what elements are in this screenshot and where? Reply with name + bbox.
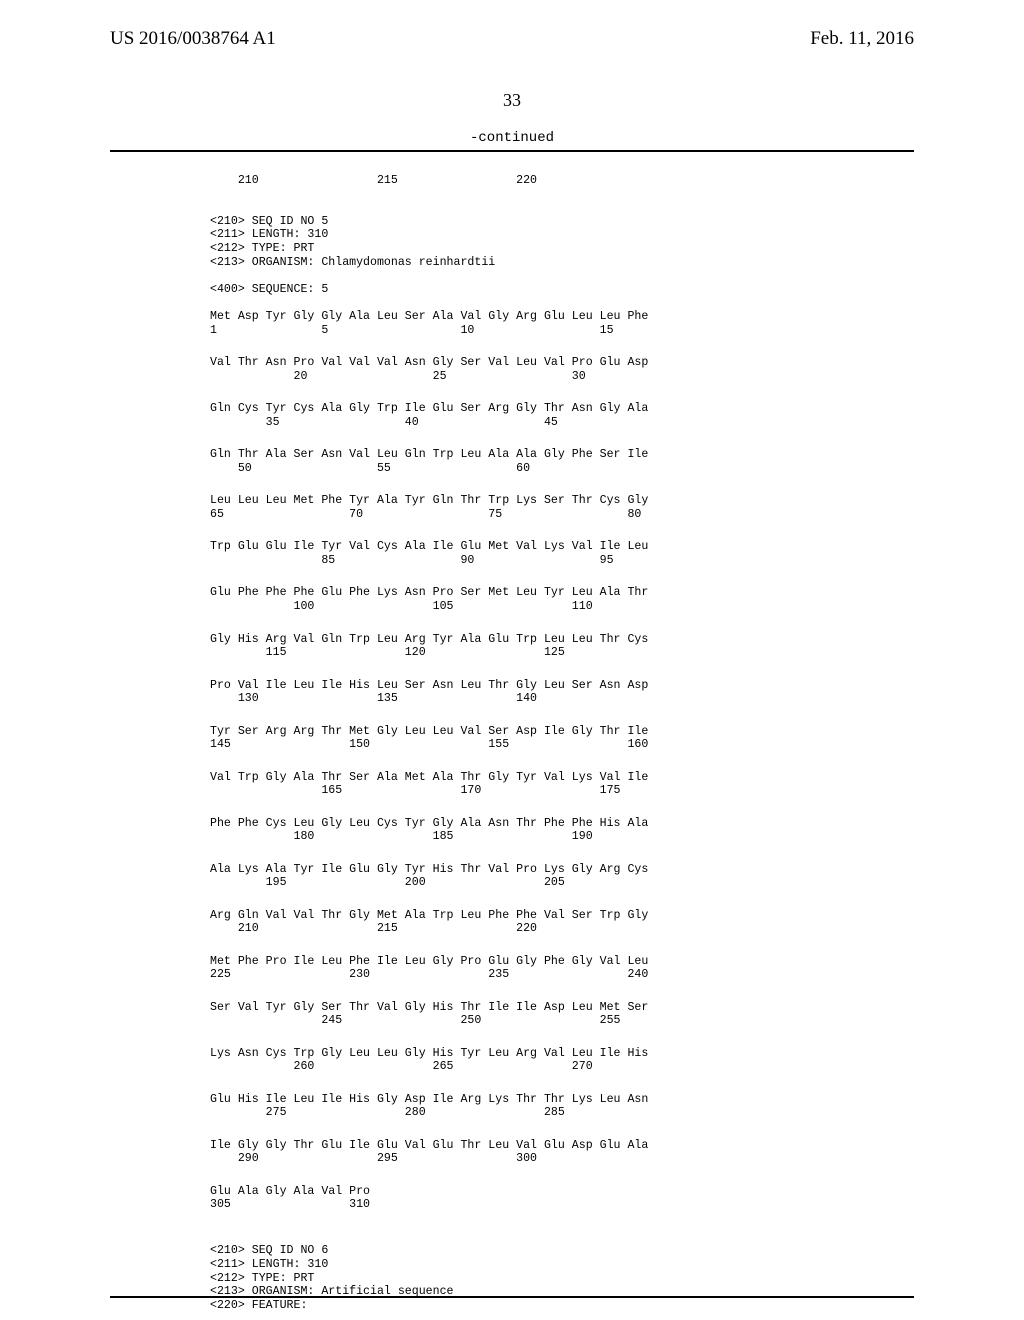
residues: Val Trp Gly Ala Thr Ser Ala Met Ala Thr … (210, 771, 648, 784)
horizontal-rule-top (110, 150, 914, 152)
residues: Leu Leu Leu Met Phe Tyr Ala Tyr Gln Thr … (210, 494, 648, 507)
seq-block: Val Thr Asn Pro Val Val Val Asn Gly Ser … (210, 356, 648, 383)
positions: 195 200 205 (210, 876, 565, 889)
positions: 260 265 270 (210, 1060, 593, 1073)
residues: Ser Val Tyr Gly Ser Thr Val Gly His Thr … (210, 1001, 648, 1014)
residues: Tyr Ser Arg Arg Thr Met Gly Leu Leu Val … (210, 725, 648, 738)
seq-block: Phe Phe Cys Leu Gly Leu Cys Tyr Gly Ala … (210, 817, 648, 844)
seq6-hdr-1: <211> LENGTH: 310 (210, 1258, 328, 1271)
positions: 305 310 (210, 1198, 370, 1211)
positions: 35 40 45 (210, 416, 558, 429)
seq-block: Glu Ala Gly Ala Val Pro 305 310 (210, 1185, 648, 1212)
residues: Val Thr Asn Pro Val Val Val Asn Gly Ser … (210, 356, 648, 369)
seq-block: Lys Asn Cys Trp Gly Leu Leu Gly His Tyr … (210, 1047, 648, 1074)
residues: Glu Phe Phe Phe Glu Phe Lys Asn Pro Ser … (210, 586, 648, 599)
residues: Arg Gln Val Val Thr Gly Met Ala Trp Leu … (210, 909, 648, 922)
positions: 1 5 10 15 (210, 324, 614, 337)
residues: Met Phe Pro Ile Leu Phe Ile Leu Gly Pro … (210, 955, 648, 968)
residues: Pro Val Ile Leu Ile His Leu Ser Asn Leu … (210, 679, 648, 692)
seq6-hdr-2: <212> TYPE: PRT (210, 1272, 314, 1285)
horizontal-rule-bottom (110, 1296, 914, 1298)
publication-date: Feb. 11, 2016 (810, 28, 914, 50)
residues: Gly His Arg Val Gln Trp Leu Arg Tyr Ala … (210, 633, 648, 646)
seq-block: Ile Gly Gly Thr Glu Ile Glu Val Glu Thr … (210, 1139, 648, 1166)
residues: Met Asp Tyr Gly Gly Ala Leu Ser Ala Val … (210, 310, 648, 323)
positions: 100 105 110 (210, 600, 593, 613)
positions: 180 185 190 (210, 830, 593, 843)
positions: 50 55 60 (210, 462, 530, 475)
residues: Glu His Ile Leu Ile His Gly Asp Ile Arg … (210, 1093, 648, 1106)
sequence-listing: 210 215 220 <210> SEQ ID NO 5 <211> LENG… (210, 160, 648, 1313)
positions: 245 250 255 (210, 1014, 621, 1027)
residues: Gln Thr Ala Ser Asn Val Leu Gln Trp Leu … (210, 448, 648, 461)
seq-block: Val Trp Gly Ala Thr Ser Ala Met Ala Thr … (210, 771, 648, 798)
positions: 225 230 235 240 (210, 968, 648, 981)
positions: 85 90 95 (210, 554, 614, 567)
positions: 165 170 175 (210, 784, 621, 797)
seq-block: Arg Gln Val Val Thr Gly Met Ala Trp Leu … (210, 909, 648, 936)
residues: Ala Lys Ala Tyr Ile Glu Gly Tyr His Thr … (210, 863, 648, 876)
positions: 115 120 125 (210, 646, 565, 659)
seq-block: Met Phe Pro Ile Leu Phe Ile Leu Gly Pro … (210, 955, 648, 982)
positions: 210 215 220 (210, 922, 537, 935)
seq5-label: <400> SEQUENCE: 5 (210, 283, 328, 296)
seq-block: Tyr Ser Arg Arg Thr Met Gly Leu Leu Val … (210, 725, 648, 752)
seq5-hdr-3: <213> ORGANISM: Chlamydomonas reinhardti… (210, 256, 495, 269)
continued-label: -continued (0, 130, 1024, 146)
positions: 145 150 155 160 (210, 738, 648, 751)
positions: 130 135 140 (210, 692, 537, 705)
fragment-numbers: 210 215 220 (210, 174, 537, 187)
page-number: 33 (0, 90, 1024, 111)
seq-block: Pro Val Ile Leu Ile His Leu Ser Asn Leu … (210, 679, 648, 706)
seq-block: Ser Val Tyr Gly Ser Thr Val Gly His Thr … (210, 1001, 648, 1028)
seq5-hdr-0: <210> SEQ ID NO 5 (210, 215, 328, 228)
seq-block: Gly His Arg Val Gln Trp Leu Arg Tyr Ala … (210, 633, 648, 660)
seq-block: Leu Leu Leu Met Phe Tyr Ala Tyr Gln Thr … (210, 494, 648, 521)
positions: 65 70 75 80 (210, 508, 641, 521)
residues: Phe Phe Cys Leu Gly Leu Cys Tyr Gly Ala … (210, 817, 648, 830)
residues: Lys Asn Cys Trp Gly Leu Leu Gly His Tyr … (210, 1047, 648, 1060)
seq5-hdr-2: <212> TYPE: PRT (210, 242, 314, 255)
publication-number: US 2016/0038764 A1 (110, 28, 276, 50)
positions: 275 280 285 (210, 1106, 565, 1119)
seq-block: Met Asp Tyr Gly Gly Ala Leu Ser Ala Val … (210, 310, 648, 337)
seq-block: Glu His Ile Leu Ile His Gly Asp Ile Arg … (210, 1093, 648, 1120)
residues: Trp Glu Glu Ile Tyr Val Cys Ala Ile Glu … (210, 540, 648, 553)
residues: Glu Ala Gly Ala Val Pro (210, 1185, 370, 1198)
page: US 2016/0038764 A1 Feb. 11, 2016 33 -con… (0, 0, 1024, 1320)
seq-block: Glu Phe Phe Phe Glu Phe Lys Asn Pro Ser … (210, 586, 648, 613)
residues: Ile Gly Gly Thr Glu Ile Glu Val Glu Thr … (210, 1139, 648, 1152)
seq-block: Ala Lys Ala Tyr Ile Glu Gly Tyr His Thr … (210, 863, 648, 890)
seq-block: Trp Glu Glu Ile Tyr Val Cys Ala Ile Glu … (210, 540, 648, 567)
seq-block: Gln Thr Ala Ser Asn Val Leu Gln Trp Leu … (210, 448, 648, 475)
positions: 290 295 300 (210, 1152, 537, 1165)
seq-block: Gln Cys Tyr Cys Ala Gly Trp Ile Glu Ser … (210, 402, 648, 429)
seq6-hdr-4: <220> FEATURE: (210, 1299, 307, 1312)
seq5-hdr-1: <211> LENGTH: 310 (210, 228, 328, 241)
seq6-hdr-0: <210> SEQ ID NO 6 (210, 1244, 328, 1257)
residues: Gln Cys Tyr Cys Ala Gly Trp Ile Glu Ser … (210, 402, 648, 415)
positions: 20 25 30 (210, 370, 586, 383)
